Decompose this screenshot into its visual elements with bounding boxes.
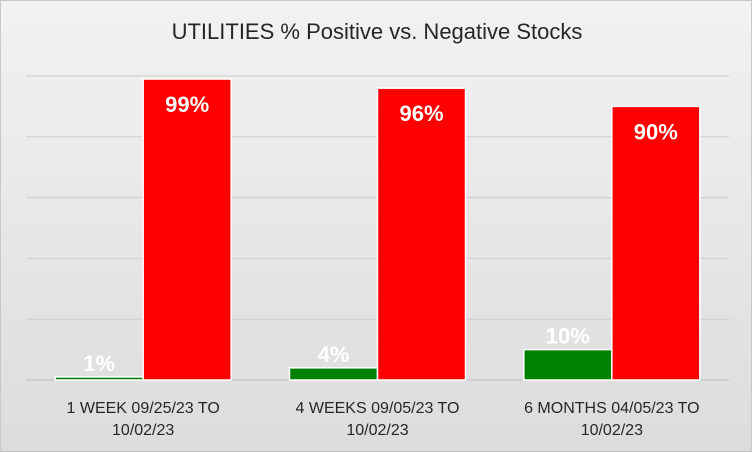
- category-label: 10/02/23: [112, 422, 174, 439]
- chart-title: UTILITIES % Positive vs. Negative Stocks: [171, 19, 583, 44]
- data-label: 10%: [546, 324, 590, 349]
- bar: [376, 87, 467, 381]
- category-label: 4 WEEKS 09/05/23 TO: [296, 400, 460, 417]
- bar: [54, 376, 144, 381]
- bar: [288, 367, 379, 381]
- data-label: 99%: [165, 92, 209, 117]
- category-label: 6 MONTHS 04/05/23 TO: [524, 400, 699, 417]
- category-label: 1 WEEK 09/25/23 TO: [67, 400, 220, 417]
- data-label: 96%: [399, 101, 443, 126]
- data-label: 1%: [83, 351, 115, 376]
- bar: [611, 105, 701, 381]
- bar: [523, 348, 613, 381]
- category-label: 10/02/23: [346, 422, 408, 439]
- data-label: 90%: [634, 119, 678, 144]
- bar: [142, 78, 232, 381]
- category-label: 10/02/23: [581, 422, 643, 439]
- data-label: 4%: [318, 342, 350, 367]
